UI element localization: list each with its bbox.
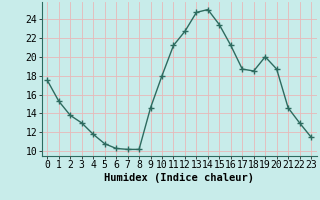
X-axis label: Humidex (Indice chaleur): Humidex (Indice chaleur) <box>104 173 254 183</box>
